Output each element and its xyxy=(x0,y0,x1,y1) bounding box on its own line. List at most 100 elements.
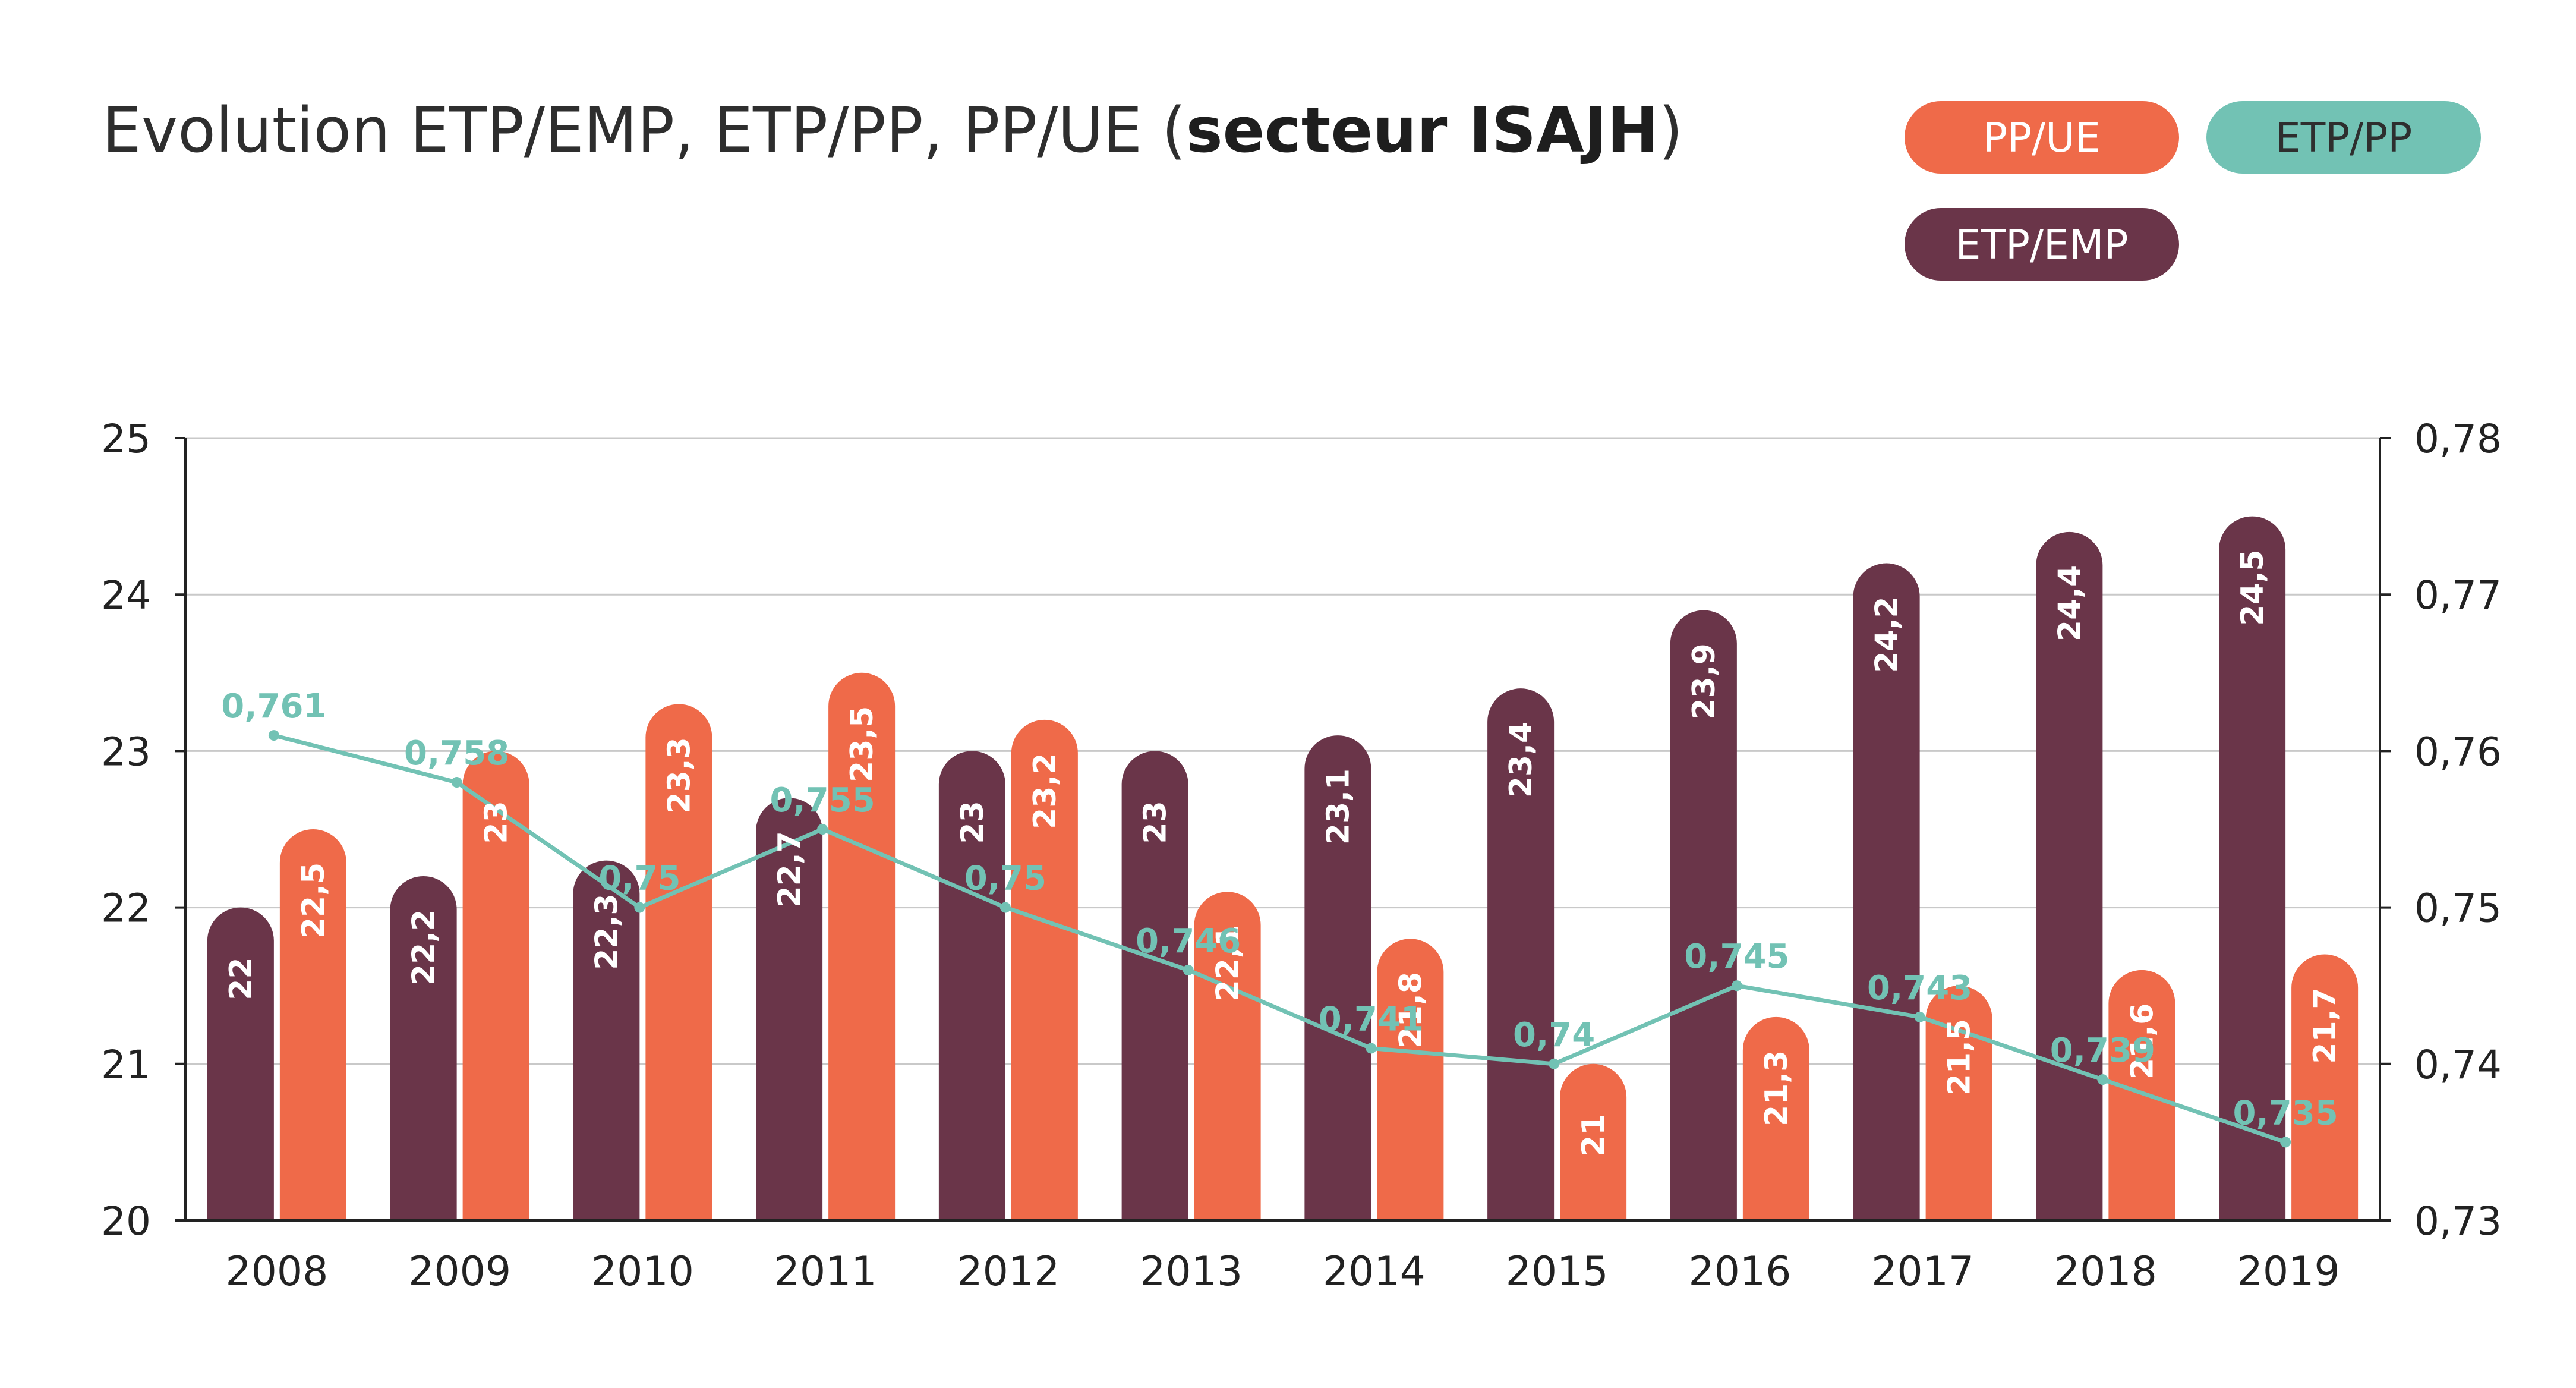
bar-pp-ue xyxy=(1377,939,1444,1220)
bar-label-pp-ue: 21,8 xyxy=(1393,972,1429,1048)
etp-pp-point xyxy=(1183,964,1194,975)
y-tick-label: 25 xyxy=(101,416,151,462)
bar-pp-ue xyxy=(2108,970,2175,1220)
bar-label-pp-ue: 23,5 xyxy=(844,706,880,782)
etp-pp-point xyxy=(268,730,279,741)
etp-pp-point xyxy=(2280,1137,2291,1148)
etp-pp-label: 0,74 xyxy=(1513,1016,1595,1055)
y-tick-label: 21 xyxy=(101,1042,151,1088)
x-tick-label: 2013 xyxy=(1140,1248,1243,1295)
bar-pp-ue xyxy=(1560,1063,1627,1220)
bars xyxy=(207,516,2359,1220)
etp-pp-label: 0,746 xyxy=(1136,922,1241,961)
bar-pp-ue xyxy=(645,704,712,1220)
bar-label-etp-emp: 22,2 xyxy=(406,909,442,986)
bar-label-pp-ue: 21,6 xyxy=(2124,1003,2160,1079)
etp-pp-line xyxy=(268,730,2291,1148)
gridlines xyxy=(185,437,2380,1065)
bar-label-etp-emp: 22,3 xyxy=(589,893,625,970)
etp-pp-label: 0,735 xyxy=(2233,1094,2338,1132)
bar-pp-ue xyxy=(1925,986,1992,1220)
bar-label-pp-ue: 21,7 xyxy=(2307,987,2343,1063)
bar-label-etp-emp: 24,2 xyxy=(1869,596,1905,672)
axes: 20 21 22 23 24 25 0,73 0,74 0,75 0,76 0,77 0,78 2008… xyxy=(101,416,2502,1295)
x-tick-label: 2016 xyxy=(1688,1248,1791,1295)
etp-pp-label: 0,743 xyxy=(1867,969,1972,1008)
chart-title-bold: secteur ISAJH xyxy=(1186,94,1659,166)
data-labels: 22 22,5 22,2 23 22,3 23,3 22,7 23,5 23 23,2 23 22,1… xyxy=(221,549,2343,1157)
y2-tick-label: 0,74 xyxy=(2414,1042,2502,1088)
bar-pp-ue xyxy=(1011,719,1078,1220)
bar-etp-emp xyxy=(1304,735,1371,1220)
etp-pp-label: 0,745 xyxy=(1684,937,1789,976)
y2-tick-label: 0,77 xyxy=(2414,572,2502,618)
bar-etp-emp xyxy=(938,751,1005,1220)
legend-item-etp-emp-swatch xyxy=(1905,208,2179,281)
etp-pp-label: 0,761 xyxy=(221,687,326,726)
etp-pp-point xyxy=(1549,1058,1560,1069)
etp-pp-point xyxy=(2097,1074,2108,1085)
etp-pp-line-path xyxy=(273,733,2287,1144)
bar-pp-ue xyxy=(1194,892,1261,1220)
legend-item-pp-ue-swatch xyxy=(1905,101,2179,174)
bar-label-etp-emp: 23,4 xyxy=(1503,722,1539,798)
bar-pp-ue xyxy=(1742,1016,1809,1220)
bar-etp-emp xyxy=(1853,563,1920,1220)
y-tick-label: 24 xyxy=(101,572,151,618)
x-tick-label: 2012 xyxy=(957,1248,1060,1295)
bar-etp-emp xyxy=(207,907,274,1220)
bar-label-etp-emp: 24,4 xyxy=(2052,565,2088,641)
etp-pp-point xyxy=(1366,1043,1377,1054)
bar-label-etp-emp: 22,7 xyxy=(772,831,808,907)
legend-item-etp-emp: ETP/EMP xyxy=(1955,222,2128,269)
legend-item-etp-pp-swatch xyxy=(2206,101,2481,174)
y2-tick-label: 0,73 xyxy=(2414,1198,2502,1244)
bar-pp-ue xyxy=(828,672,896,1220)
y-tick-label: 20 xyxy=(101,1198,151,1244)
bar-label-etp-emp: 23 xyxy=(1138,801,1174,843)
y-tick-label: 22 xyxy=(101,886,151,931)
x-tick-label: 2019 xyxy=(2237,1248,2340,1295)
x-tick-label: 2011 xyxy=(774,1248,877,1295)
bar-label-etp-emp: 23 xyxy=(955,801,991,843)
bar-etp-emp xyxy=(756,798,823,1220)
x-tick-label: 2015 xyxy=(1506,1248,1609,1295)
etp-pp-point xyxy=(634,902,645,913)
etp-pp-point xyxy=(1731,980,1742,992)
x-tick-label: 2008 xyxy=(225,1248,328,1295)
etp-pp-label: 0,739 xyxy=(2050,1031,2155,1070)
bar-label-etp-emp: 24,5 xyxy=(2235,549,2271,625)
bar-label-pp-ue: 21,5 xyxy=(1942,1019,1978,1095)
etp-pp-label: 0,758 xyxy=(404,734,509,773)
bar-etp-emp xyxy=(1121,751,1188,1220)
legend: PP/UE ETP/PP ETP/EMP xyxy=(1905,101,2481,281)
etp-pp-point xyxy=(817,824,828,835)
chart-title: Evolution ETP/EMP, ETP/PP, PP/UE (secteu… xyxy=(102,94,1683,166)
bar-label-pp-ue: 21,3 xyxy=(1759,1050,1795,1126)
bar-etp-emp xyxy=(1670,610,1737,1220)
x-tick-label: 2018 xyxy=(2054,1248,2157,1295)
bar-etp-emp xyxy=(2036,531,2103,1220)
bar-label-pp-ue: 22,5 xyxy=(296,863,332,939)
x-tick-label: 2010 xyxy=(591,1248,694,1295)
bar-label-pp-ue: 21 xyxy=(1576,1114,1612,1157)
y2-tick-label: 0,75 xyxy=(2414,886,2502,931)
etp-pp-point xyxy=(1914,1011,1925,1022)
bar-etp-emp xyxy=(573,860,640,1220)
x-tick-label: 2017 xyxy=(1871,1248,1974,1295)
etp-pp-label: 0,75 xyxy=(598,860,680,898)
bar-label-pp-ue: 23,2 xyxy=(1027,753,1063,829)
y2-tick-label: 0,78 xyxy=(2414,416,2502,462)
etp-pp-point xyxy=(999,902,1011,913)
etp-pp-label: 0,75 xyxy=(964,860,1046,898)
etp-pp-point xyxy=(451,777,462,788)
bar-label-pp-ue: 23,3 xyxy=(661,737,697,813)
bar-etp-emp xyxy=(390,876,457,1220)
etp-pp-label: 0,755 xyxy=(770,781,875,820)
bar-etp-emp xyxy=(2219,516,2286,1220)
bar-pp-ue xyxy=(462,751,529,1220)
bar-pp-ue xyxy=(279,829,346,1220)
bar-label-pp-ue: 23 xyxy=(479,801,515,843)
legend-item-etp-pp: ETP/PP xyxy=(2275,115,2412,162)
